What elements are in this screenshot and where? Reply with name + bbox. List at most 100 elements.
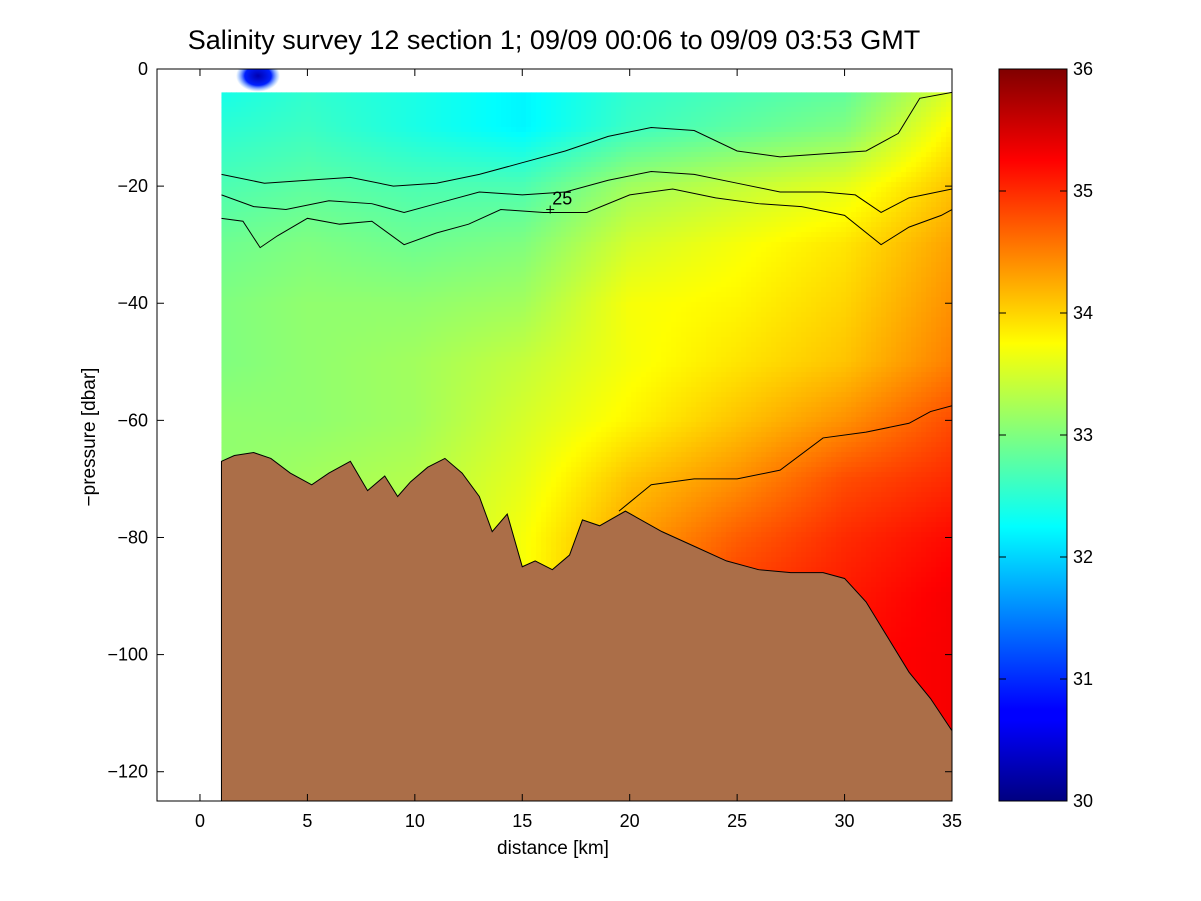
field-cell	[581, 137, 587, 143]
field-cell	[461, 227, 467, 233]
field-cell	[946, 132, 952, 138]
field-cell	[596, 97, 602, 103]
field-cell	[771, 257, 777, 263]
field-cell	[746, 167, 752, 173]
field-cell	[816, 122, 822, 128]
field-cell	[436, 107, 442, 113]
field-cell	[241, 212, 247, 218]
field-cell	[586, 127, 592, 133]
field-cell	[671, 182, 677, 188]
field-cell	[231, 162, 237, 168]
field-cell	[666, 157, 672, 163]
field-cell	[426, 127, 432, 133]
field-cell	[906, 222, 912, 228]
field-cell	[846, 102, 852, 108]
field-cell	[721, 242, 727, 248]
field-cell	[816, 192, 822, 198]
field-cell	[766, 117, 772, 123]
field-cell	[236, 132, 242, 138]
field-cell	[736, 232, 742, 238]
field-cell	[711, 132, 717, 138]
field-cell	[291, 172, 297, 178]
field-cell	[356, 202, 362, 208]
field-cell	[326, 187, 332, 193]
field-cell	[306, 142, 312, 148]
field-cell	[486, 182, 492, 188]
field-cell	[831, 157, 837, 163]
field-cell	[616, 187, 622, 193]
field-cell	[886, 122, 892, 128]
field-cell	[901, 222, 907, 228]
field-cell	[771, 167, 777, 173]
field-cell	[621, 122, 627, 128]
field-cell	[911, 152, 917, 158]
field-cell	[671, 107, 677, 113]
field-cell	[706, 217, 712, 223]
field-cell	[566, 197, 572, 203]
field-cell	[241, 237, 247, 243]
field-cell	[406, 142, 412, 148]
field-cell	[621, 127, 627, 133]
field-cell	[441, 177, 447, 183]
field-cell	[876, 257, 882, 263]
field-cell	[471, 252, 477, 258]
field-cell	[676, 97, 682, 103]
field-cell	[866, 102, 872, 108]
field-cell	[656, 162, 662, 168]
field-cell	[771, 112, 777, 118]
field-cell	[391, 217, 397, 223]
field-cell	[391, 112, 397, 118]
field-cell	[421, 242, 427, 248]
field-cell	[431, 212, 437, 218]
field-cell	[516, 187, 522, 193]
field-cell	[646, 177, 652, 183]
field-cell	[556, 162, 562, 168]
field-cell	[726, 207, 732, 213]
field-cell	[256, 167, 262, 173]
field-cell	[931, 107, 937, 113]
field-cell	[591, 132, 597, 138]
field-cell	[276, 237, 282, 243]
field-cell	[751, 247, 757, 253]
field-cell	[406, 227, 412, 233]
field-cell	[566, 122, 572, 128]
field-cell	[626, 132, 632, 138]
field-cell	[576, 257, 582, 263]
field-cell	[836, 102, 842, 108]
field-cell	[406, 252, 412, 258]
field-cell	[851, 127, 857, 133]
field-cell	[911, 212, 917, 218]
field-cell	[486, 132, 492, 138]
field-cell	[226, 237, 232, 243]
field-cell	[696, 122, 702, 128]
field-cell	[236, 247, 242, 253]
field-cell	[661, 142, 667, 148]
field-cell	[466, 102, 472, 108]
field-cell	[506, 92, 512, 98]
field-cell	[631, 132, 637, 138]
field-cell	[781, 142, 787, 148]
field-cell	[791, 227, 797, 233]
field-cell	[851, 162, 857, 168]
field-cell	[896, 162, 902, 168]
field-cell	[346, 242, 352, 248]
field-cell	[721, 132, 727, 138]
field-cell	[906, 97, 912, 103]
field-cell	[491, 112, 497, 118]
field-cell	[736, 212, 742, 218]
field-cell	[416, 172, 422, 178]
field-cell	[276, 252, 282, 258]
field-cell	[591, 252, 597, 258]
field-cell	[226, 227, 232, 233]
field-cell	[596, 227, 602, 233]
field-cell	[251, 157, 257, 163]
field-cell	[531, 102, 537, 108]
field-cell	[321, 147, 327, 153]
field-cell	[506, 217, 512, 223]
field-cell	[831, 142, 837, 148]
field-cell	[726, 252, 732, 258]
field-cell	[446, 102, 452, 108]
field-cell	[556, 257, 562, 263]
field-cell	[516, 217, 522, 223]
field-cell	[491, 217, 497, 223]
